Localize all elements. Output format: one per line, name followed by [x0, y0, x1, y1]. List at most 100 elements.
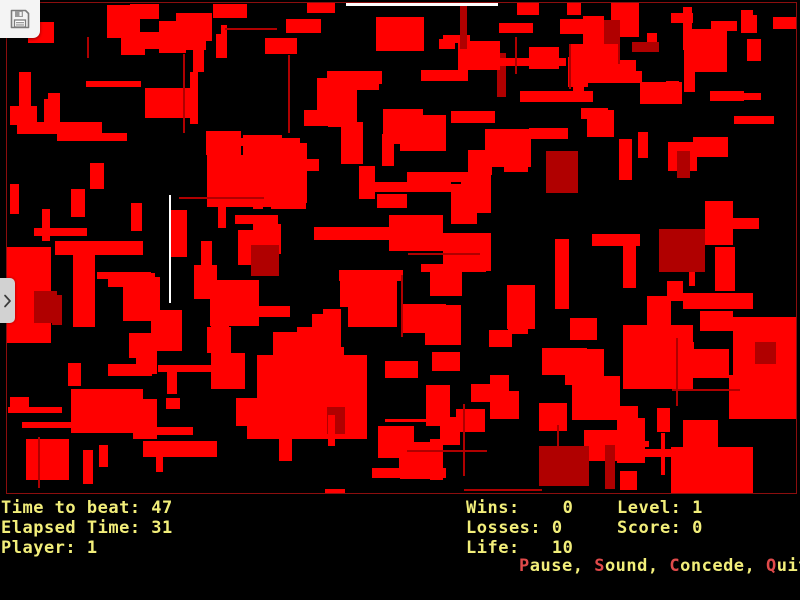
block — [265, 38, 297, 54]
block — [734, 116, 774, 124]
block — [48, 93, 60, 126]
block — [684, 65, 695, 92]
block — [700, 311, 733, 331]
stat-wins: Wins: 0 — [466, 498, 574, 518]
block — [747, 39, 761, 61]
menu-separator: , — [647, 556, 670, 576]
block-line — [179, 197, 264, 199]
block — [741, 15, 757, 33]
block-line — [672, 389, 740, 391]
block — [55, 241, 143, 255]
block-line — [87, 37, 89, 58]
block — [517, 3, 539, 15]
block — [605, 445, 615, 489]
block — [83, 450, 93, 484]
block-line — [401, 275, 403, 337]
block — [22, 422, 83, 428]
block-line — [463, 404, 465, 476]
block — [425, 445, 436, 479]
save-panel[interactable] — [0, 0, 40, 38]
block-line — [408, 253, 480, 255]
block-line — [183, 54, 185, 133]
menu-item-concede-hotkey[interactable]: C — [669, 556, 681, 576]
block — [213, 4, 247, 18]
game-playfield[interactable] — [6, 2, 797, 494]
block — [715, 247, 735, 291]
block — [713, 218, 759, 229]
block — [546, 151, 578, 193]
block — [325, 489, 345, 493]
block — [143, 427, 193, 435]
menu-separator: , — [744, 556, 767, 576]
block — [667, 281, 683, 301]
block — [131, 203, 142, 231]
block — [211, 353, 245, 389]
menu-item-sound-label[interactable]: ound — [604, 556, 648, 576]
block — [660, 308, 670, 331]
block — [372, 468, 446, 478]
block — [439, 39, 455, 49]
block-line — [569, 44, 571, 89]
block — [286, 19, 321, 33]
block — [489, 330, 512, 347]
player-trail — [346, 3, 498, 6]
block — [339, 270, 403, 281]
block — [145, 88, 193, 118]
menu-item-pause-label[interactable]: ause — [529, 556, 573, 576]
block — [143, 441, 217, 457]
menu-item-quit-hotkey[interactable]: Q — [766, 556, 777, 576]
block — [649, 346, 665, 361]
menu-item-pause-hotkey[interactable]: P — [519, 556, 530, 576]
block — [167, 368, 177, 394]
block — [158, 365, 220, 372]
block — [247, 418, 266, 439]
block — [71, 389, 143, 433]
block — [620, 471, 637, 490]
menu-separator: , — [572, 556, 595, 576]
block — [443, 35, 470, 43]
block — [341, 122, 363, 164]
block — [671, 13, 693, 23]
chevron-right-icon[interactable] — [3, 294, 12, 308]
block — [585, 71, 642, 83]
block — [251, 245, 279, 276]
menu-item-quit-label[interactable]: uit — [776, 556, 800, 576]
block — [466, 237, 486, 257]
block — [385, 419, 461, 422]
block — [693, 137, 728, 157]
block — [712, 93, 761, 100]
menu-item-concede-label[interactable]: oncede — [680, 556, 745, 576]
block — [630, 449, 705, 457]
block — [421, 70, 468, 81]
block — [440, 417, 460, 445]
floppy-disk-save-icon[interactable] — [9, 8, 31, 30]
block — [385, 361, 418, 378]
block — [537, 493, 555, 494]
block — [314, 227, 399, 240]
block — [216, 34, 227, 58]
block — [285, 347, 344, 355]
stat-player: Player: 1 — [1, 538, 98, 558]
block — [328, 79, 357, 127]
block — [657, 408, 670, 432]
block — [683, 7, 692, 50]
block — [8, 407, 62, 413]
block — [490, 391, 519, 419]
block — [10, 397, 29, 409]
sidebar-expand-tab[interactable] — [0, 278, 15, 323]
block — [560, 19, 584, 34]
menu-item-sound-hotkey[interactable]: S — [594, 556, 605, 576]
block — [407, 172, 491, 182]
block — [520, 91, 593, 102]
block — [207, 143, 217, 169]
block — [328, 415, 335, 446]
block — [176, 29, 206, 50]
block — [71, 189, 85, 217]
block — [129, 333, 153, 358]
block — [123, 277, 160, 321]
block — [456, 409, 485, 432]
block — [619, 139, 632, 180]
stat-level: Level: 1 — [617, 498, 703, 518]
block-field — [7, 3, 796, 493]
